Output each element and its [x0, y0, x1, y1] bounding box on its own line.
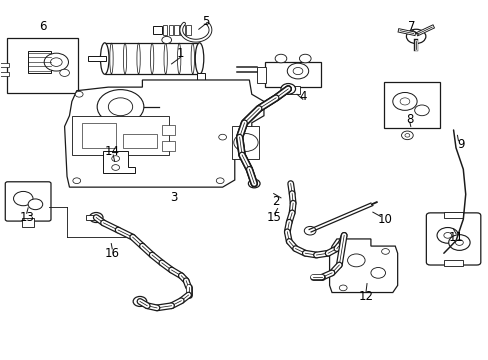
Circle shape — [14, 192, 33, 206]
Circle shape — [299, 54, 310, 63]
Bar — [162, 141, 175, 152]
Circle shape — [347, 254, 365, 267]
Bar — [0, 63, 9, 67]
Circle shape — [112, 165, 119, 170]
Bar — [104, 43, 199, 74]
Circle shape — [404, 134, 409, 137]
Circle shape — [436, 228, 458, 243]
Circle shape — [60, 69, 69, 76]
Bar — [81, 123, 116, 148]
Circle shape — [218, 134, 226, 140]
Text: 13: 13 — [19, 211, 34, 224]
Bar — [7, 38, 78, 93]
Bar — [437, 252, 450, 259]
Circle shape — [399, 98, 409, 105]
Circle shape — [133, 296, 146, 306]
Circle shape — [401, 131, 412, 140]
Text: 14: 14 — [104, 145, 120, 158]
Circle shape — [50, 58, 62, 66]
Bar — [186, 25, 190, 35]
Bar — [163, 25, 167, 35]
Circle shape — [292, 67, 302, 75]
Circle shape — [73, 178, 81, 184]
Bar — [264, 62, 320, 87]
Bar — [168, 25, 173, 35]
Text: 2: 2 — [272, 195, 279, 208]
Bar — [87, 56, 106, 62]
Circle shape — [370, 267, 385, 278]
Circle shape — [248, 179, 260, 188]
Polygon shape — [103, 152, 135, 173]
Bar — [122, 134, 157, 148]
Circle shape — [216, 178, 224, 184]
Circle shape — [233, 134, 258, 152]
Text: 9: 9 — [456, 138, 464, 151]
Bar — [22, 218, 34, 227]
Circle shape — [275, 54, 286, 63]
Text: 15: 15 — [265, 211, 281, 224]
Ellipse shape — [100, 43, 109, 74]
Polygon shape — [329, 239, 397, 293]
Bar — [162, 125, 175, 135]
FancyBboxPatch shape — [5, 182, 51, 221]
Circle shape — [448, 235, 469, 250]
Text: 3: 3 — [170, 192, 177, 204]
Text: 12: 12 — [358, 289, 373, 303]
Polygon shape — [64, 80, 264, 187]
Circle shape — [75, 91, 83, 97]
Text: 6: 6 — [39, 20, 46, 33]
Circle shape — [162, 36, 171, 44]
Text: 7: 7 — [407, 20, 415, 33]
Ellipse shape — [195, 43, 203, 74]
Text: 10: 10 — [377, 213, 392, 226]
Bar — [197, 73, 204, 81]
Bar — [256, 67, 266, 83]
Circle shape — [28, 199, 42, 210]
Bar — [443, 260, 462, 266]
Circle shape — [44, 53, 68, 71]
Circle shape — [392, 93, 416, 111]
Bar — [0, 72, 9, 76]
Text: 11: 11 — [447, 231, 463, 244]
Text: 8: 8 — [406, 113, 413, 126]
Text: 4: 4 — [299, 90, 306, 103]
Text: 1: 1 — [176, 47, 183, 60]
Circle shape — [443, 233, 451, 238]
Bar — [153, 26, 162, 34]
Circle shape — [89, 212, 103, 222]
Bar — [180, 25, 184, 35]
Circle shape — [281, 84, 295, 94]
Circle shape — [108, 98, 132, 116]
Text: 5: 5 — [202, 14, 209, 27]
Circle shape — [304, 226, 315, 235]
FancyBboxPatch shape — [426, 213, 480, 265]
Bar — [443, 212, 462, 218]
Circle shape — [287, 63, 308, 79]
Bar — [281, 86, 300, 94]
Circle shape — [455, 240, 462, 246]
Circle shape — [414, 105, 428, 116]
Bar — [86, 215, 96, 220]
Bar — [174, 25, 179, 35]
Bar — [232, 126, 259, 158]
Bar — [72, 116, 169, 155]
Circle shape — [112, 156, 119, 161]
Text: 16: 16 — [104, 247, 120, 260]
Bar — [384, 82, 439, 128]
Bar — [28, 51, 51, 73]
Circle shape — [406, 29, 425, 44]
Circle shape — [339, 285, 346, 291]
Circle shape — [97, 90, 143, 124]
Circle shape — [381, 249, 388, 254]
